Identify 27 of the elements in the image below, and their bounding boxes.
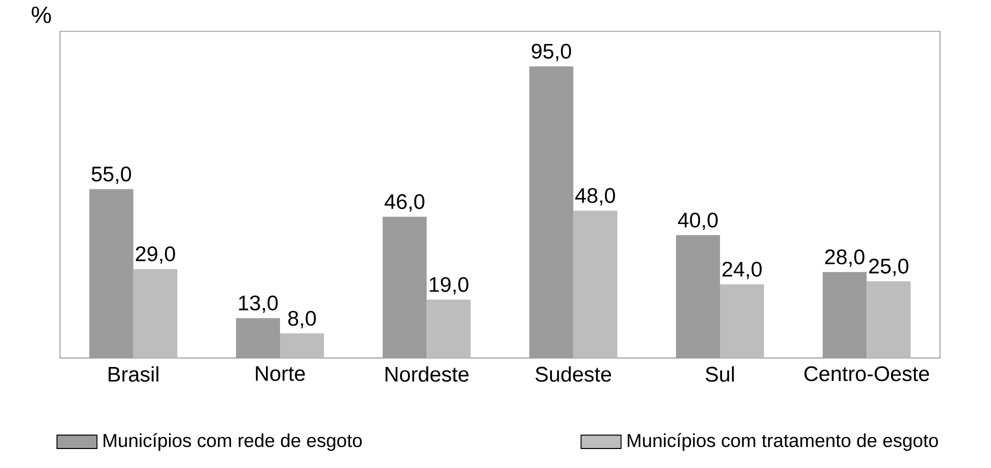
x-tick-label: Centro-Oeste: [804, 366, 930, 382]
bar: [280, 333, 324, 358]
bar: [426, 300, 471, 358]
data-label: 40,0: [678, 212, 718, 230]
y-axis-title: %: [32, 6, 51, 24]
bar: [133, 268, 178, 358]
x-tick-label: Sul: [706, 366, 734, 382]
data-label: 8,0: [288, 310, 316, 328]
data-label: 48,0: [575, 188, 616, 206]
x-tick-label: Sudeste: [536, 366, 612, 382]
x-tick-label: Norte: [256, 366, 305, 381]
data-label: 13,0: [239, 295, 278, 313]
data-label: 25,0: [869, 258, 908, 276]
legend-label: Municípios com tratamento de esgoto: [628, 433, 938, 451]
data-label: 19,0: [430, 277, 468, 294]
data-label: 28,0: [825, 249, 864, 267]
data-label: 55,0: [92, 166, 132, 184]
bar: [573, 210, 618, 358]
legend-label: Municípios com rede de esgoto: [104, 433, 362, 451]
data-label: 95,0: [532, 44, 572, 62]
x-tick-label: Brasil: [108, 366, 158, 382]
data-label: 24,0: [722, 262, 762, 280]
bar: [720, 284, 764, 358]
data-label: 46,0: [384, 194, 424, 212]
x-tick-label: Nordeste: [386, 366, 469, 382]
data-label: 29,0: [136, 246, 176, 264]
bar: [866, 281, 911, 358]
